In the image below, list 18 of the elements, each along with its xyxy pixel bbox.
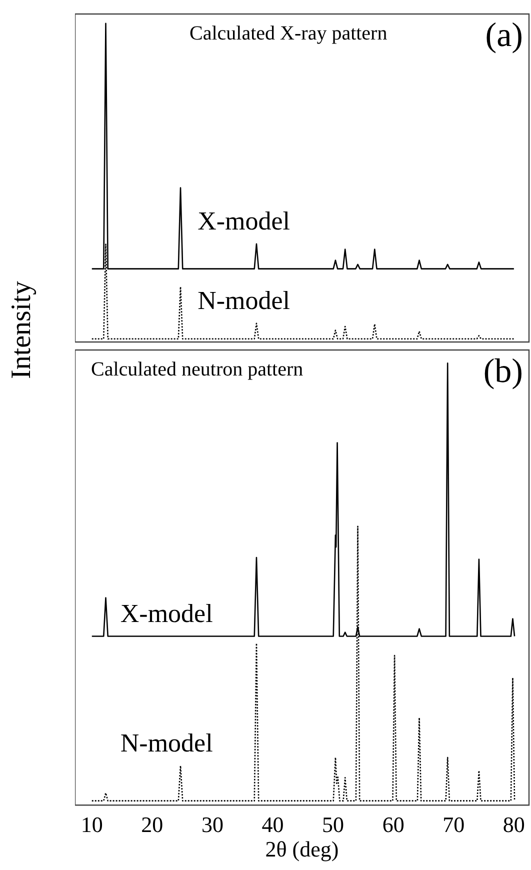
x-tick-label: 60 — [382, 812, 404, 838]
y-axis-title: Intensity — [6, 281, 38, 379]
series-label: N-model — [120, 728, 213, 758]
x-tick-label: 50 — [322, 812, 344, 838]
series-label: X-model — [198, 206, 290, 236]
chart-title: Calculated X-ray pattern — [190, 22, 388, 44]
annotation: (a) — [485, 16, 523, 54]
x-tick-label: 20 — [141, 812, 164, 838]
x-tick-label: 70 — [442, 812, 465, 838]
x-axis-title: 2θ (deg) — [265, 836, 339, 862]
chart-title: Calculated neutron pattern — [91, 358, 304, 380]
x-tick-label: 30 — [201, 812, 224, 838]
x-tick-label: 10 — [80, 812, 103, 838]
x-tick-label: 80 — [502, 812, 525, 838]
x-tick-label: 40 — [262, 812, 284, 838]
series-label: X-model — [120, 599, 213, 628]
series-label: N-model — [198, 286, 290, 316]
annotation: (b) — [483, 352, 523, 390]
